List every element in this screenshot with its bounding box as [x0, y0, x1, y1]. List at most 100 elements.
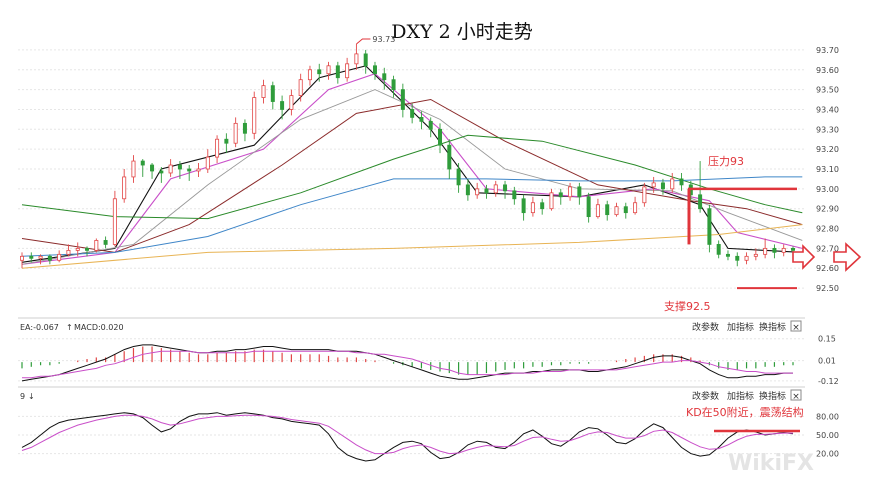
- candle-body: [391, 79, 396, 91]
- macd-tick-label: -0.12: [818, 377, 839, 386]
- candle-body: [372, 65, 377, 75]
- high-label: 93.73: [372, 35, 395, 44]
- close-button[interactable]: [790, 320, 802, 332]
- macd-panel: EA:-0.067 ↑ MACD:0.020 0.15 0.01 -0.12: [18, 323, 839, 386]
- candle-body: [465, 184, 470, 196]
- kd-k-line: [21, 412, 794, 462]
- price-tick-label: 93.70: [816, 46, 839, 55]
- candle-body: [38, 255, 43, 259]
- macd-dif-line: [21, 344, 793, 382]
- grid-lines: [18, 49, 805, 289]
- candle-body: [568, 186, 573, 198]
- resistance-label: 压力93: [708, 155, 744, 168]
- candle-body: [233, 122, 238, 144]
- candle-body: [595, 204, 600, 218]
- price-tick-label: 93.60: [816, 66, 839, 75]
- add-indicator-button[interactable]: 加指标: [727, 390, 754, 402]
- change-params-button[interactable]: 改参数: [692, 390, 719, 402]
- price-tick-label: 92.70: [816, 244, 839, 253]
- candle-body: [57, 253, 62, 261]
- price-tick-label: 92.80: [816, 225, 839, 234]
- candle-body: [623, 206, 628, 214]
- candle-body: [122, 176, 127, 200]
- macd-toolbar: 改参数 加指标 换指标 ×: [692, 320, 802, 333]
- macd-axis-ticks: 0.15 0.01 -0.12: [18, 335, 839, 386]
- candle-body: [725, 253, 730, 257]
- change-params-button[interactable]: 改参数: [692, 321, 719, 333]
- candle-body: [335, 65, 340, 79]
- candle-body: [215, 138, 220, 158]
- price-tick-label: 93.00: [816, 185, 839, 194]
- candle-body: [363, 53, 368, 67]
- moving-average-line: [21, 224, 803, 269]
- candle-body: [428, 120, 433, 130]
- kd-header-label: 9: [20, 392, 25, 401]
- candle-body: [763, 247, 768, 255]
- candle-body: [744, 255, 749, 261]
- candle-body: [317, 69, 322, 75]
- kd-panel: 9 ↓ 80.00 50.00 20.00: [18, 392, 839, 462]
- support-label: 支撑92.5: [664, 299, 711, 313]
- candle-body: [438, 128, 443, 146]
- candle-body: [772, 247, 777, 253]
- candle-body: [503, 184, 508, 192]
- moving-average-lines: [21, 65, 803, 269]
- candle-body: [85, 247, 90, 251]
- candle-body: [354, 53, 359, 65]
- candle-body: [224, 138, 229, 144]
- candle-body: [47, 255, 52, 261]
- candle-body: [150, 164, 155, 172]
- add-indicator-button[interactable]: 加指标: [727, 321, 754, 333]
- candle-body: [558, 192, 563, 198]
- moving-average-line: [21, 98, 803, 253]
- candle-body: [707, 208, 712, 245]
- candle-body: [670, 178, 675, 190]
- candle-body: [642, 186, 647, 204]
- chart-title: DXY 2 小时走势: [391, 21, 532, 43]
- price-tick-label: 92.90: [816, 205, 839, 214]
- candle-body: [298, 79, 303, 96]
- candle-body: [735, 255, 740, 261]
- price-tick-label: 92.60: [816, 264, 839, 273]
- candle-body: [791, 247, 796, 251]
- candle-body: [614, 206, 619, 216]
- arrow-right-icon: [833, 242, 862, 272]
- up-arrow-icon: ↑: [66, 323, 73, 332]
- candlesticks: [19, 43, 796, 269]
- moving-average-line: [21, 176, 803, 257]
- candle-body: [679, 178, 684, 186]
- price-tick-label: 93.40: [816, 105, 839, 114]
- switch-indicator-button[interactable]: 换指标: [759, 390, 786, 402]
- kd-tick-label: 20.00: [816, 450, 839, 459]
- candle-body: [280, 101, 285, 110]
- candle-body: [140, 160, 145, 166]
- candle-body: [382, 73, 387, 81]
- price-tick-label: 93.30: [816, 125, 839, 134]
- price-axis-ticks: 93.70 93.60 93.50 93.40 93.30 93.20 93.10 93.00…: [816, 46, 839, 293]
- candle-body: [540, 202, 545, 210]
- macd-header-label: EA:-0.067: [20, 323, 59, 332]
- moving-average-line: [21, 65, 803, 263]
- candle-body: [484, 188, 489, 194]
- candle-body: [493, 184, 498, 194]
- candle-body: [530, 202, 535, 214]
- candle-body: [29, 255, 34, 259]
- down-arrow-icon: ↓: [28, 392, 35, 401]
- switch-indicator-button[interactable]: 换指标: [759, 321, 786, 333]
- arrow-right-icon: [792, 244, 816, 270]
- candle-body: [261, 85, 266, 98]
- watermark: WikiFX: [728, 451, 814, 476]
- close-icon: ×: [792, 323, 800, 333]
- candle-body: [781, 247, 786, 253]
- candle-body: [521, 198, 526, 214]
- close-button[interactable]: [790, 389, 802, 401]
- price-tick-label: 93.20: [816, 145, 839, 154]
- candle-body: [94, 240, 99, 251]
- candle-body: [326, 65, 331, 75]
- candle-body: [103, 240, 108, 245]
- candle-body: [651, 182, 656, 188]
- candle-body: [549, 192, 554, 210]
- candle-body: [205, 156, 210, 170]
- candle-body: [660, 182, 665, 190]
- macd-dea-line: [22, 350, 793, 379]
